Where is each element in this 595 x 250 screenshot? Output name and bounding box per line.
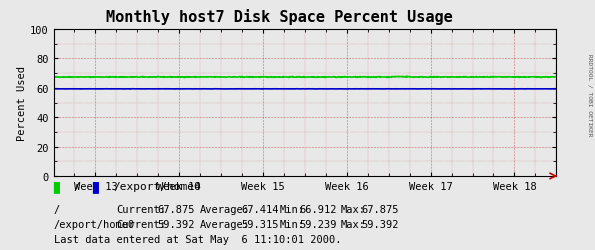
Text: /: / [54, 204, 60, 214]
Text: Average:: Average: [199, 219, 249, 229]
Text: 59.239: 59.239 [299, 219, 337, 229]
Text: Current:: Current: [116, 204, 166, 214]
Text: 59.315: 59.315 [241, 219, 278, 229]
Text: █: █ [92, 180, 98, 192]
Text: 66.912: 66.912 [299, 204, 337, 214]
Text: 67.875: 67.875 [361, 204, 399, 214]
Text: 59.392: 59.392 [158, 219, 195, 229]
Text: Last data entered at Sat May  6 11:10:01 2000.: Last data entered at Sat May 6 11:10:01 … [54, 234, 341, 244]
Text: /export/home0: /export/home0 [54, 219, 135, 229]
Text: Min:: Min: [280, 204, 305, 214]
Y-axis label: Percent Used: Percent Used [17, 66, 27, 140]
Text: █: █ [54, 180, 60, 192]
Text: Average:: Average: [199, 204, 249, 214]
Text: 59.392: 59.392 [361, 219, 399, 229]
Text: Monthly host7 Disk Space Percent Usage: Monthly host7 Disk Space Percent Usage [107, 9, 453, 25]
Text: Max:: Max: [340, 204, 365, 214]
Text: 67.875: 67.875 [158, 204, 195, 214]
Text: /: / [73, 181, 80, 191]
Text: 67.414: 67.414 [241, 204, 278, 214]
Text: RRDTOOL / TOBI OETIKER: RRDTOOL / TOBI OETIKER [588, 54, 593, 136]
Text: Min:: Min: [280, 219, 305, 229]
Text: Current:: Current: [116, 219, 166, 229]
Text: Max:: Max: [340, 219, 365, 229]
Text: /export/home0: /export/home0 [113, 181, 201, 191]
